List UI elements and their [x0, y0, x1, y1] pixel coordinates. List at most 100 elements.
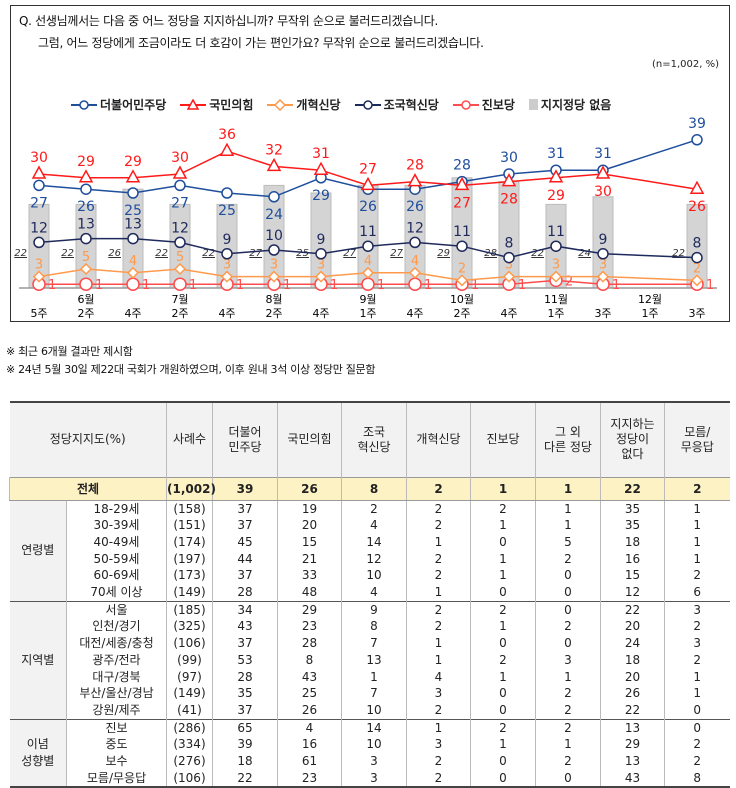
row-label: 전체 — [9, 476, 167, 501]
column-header: 더불어 민주당 — [212, 402, 278, 477]
data-point-circle — [80, 183, 92, 195]
cell: 25 — [277, 685, 342, 702]
data-point-triangle — [548, 169, 564, 183]
cell: 5 — [535, 533, 601, 551]
cell: 43 — [277, 668, 342, 686]
cell: 2 — [406, 769, 471, 788]
question-line-2: 그럼, 어느 정당에게 조금이라도 더 호감이 가는 편인가요? 무작위 순으로… — [38, 36, 484, 50]
cell: 43 — [212, 618, 278, 636]
data-point-diamond — [549, 270, 563, 283]
cell: 14 — [341, 718, 407, 737]
legend-triangle-icon — [180, 98, 207, 110]
cell: 4 — [341, 584, 407, 602]
cell: 35 — [600, 499, 665, 518]
note-2: ※ 24년 5월 30일 제22대 국회가 개원하였으며, 이후 원내 3석 이… — [6, 363, 376, 376]
cell: 2 — [406, 567, 471, 585]
x-tick-label-week: 3주 — [688, 307, 705, 320]
data-point-circle — [221, 248, 233, 260]
cell: 2 — [406, 753, 471, 770]
legend-marker — [461, 99, 471, 110]
legend-item-0: 더불어민주당 — [71, 96, 166, 113]
data-point-circle — [221, 187, 233, 199]
cell: 9 — [341, 600, 407, 619]
legend-marker — [274, 98, 287, 111]
cell: 2 — [535, 550, 601, 568]
cell: (99) — [166, 651, 213, 669]
data-label: 1 — [189, 278, 197, 293]
no-party-bar-label: 27 — [390, 248, 403, 259]
data-point-triangle — [31, 165, 47, 179]
cell: 2 — [664, 567, 730, 585]
data-label: 12 — [171, 220, 189, 236]
data-point-circle — [550, 240, 562, 252]
cell: 8 — [341, 476, 407, 501]
cell: (185) — [166, 600, 213, 619]
cell: 18 — [600, 533, 665, 551]
question-line-1: Q. 선생님께서는 다음 중 어느 정당을 지지하십니까? 무작위 순으로 불러… — [19, 14, 439, 28]
row-label: 진보 — [66, 718, 167, 737]
cell: 1 — [664, 533, 730, 551]
data-point-circle — [80, 232, 92, 245]
data-label: 4 — [129, 254, 137, 269]
cell: 44 — [212, 550, 278, 568]
data-label: 9 — [599, 232, 608, 248]
cell: 1 — [406, 718, 471, 737]
data-label: 3 — [505, 258, 513, 273]
data-point-diamond — [596, 270, 610, 283]
data-point-circle — [409, 236, 421, 249]
cell: 26 — [277, 476, 342, 501]
data-point-circle — [597, 248, 609, 260]
table-row: 60-69세 (173) 37 33 10 2 1 0 15 2 — [10, 567, 730, 585]
cell: 2 — [406, 618, 471, 636]
x-tick-label-week: 5주 — [30, 307, 47, 320]
cell: 33 — [277, 567, 342, 585]
cell: 1 — [535, 736, 601, 754]
cell: (1,002) — [166, 476, 216, 501]
data-label: 11 — [547, 224, 565, 240]
cell: (97) — [166, 668, 213, 686]
cell: 1 — [470, 517, 536, 534]
cell: 1 — [406, 584, 471, 602]
data-point-circle — [503, 251, 515, 264]
row-label: 대구/경북 — [66, 668, 167, 686]
data-point-triangle — [266, 157, 282, 172]
column-header: 지지하는 정당이 없다 — [600, 402, 665, 477]
cell: 14 — [341, 533, 407, 551]
column-header: 국민의힘 — [277, 402, 342, 477]
cell: 16 — [277, 736, 342, 754]
table-row: 강원/제주 (41) 37 26 10 2 0 2 22 0 — [10, 701, 730, 720]
cell: 1 — [535, 517, 601, 534]
x-tick-label-week: 2주 — [265, 307, 282, 320]
column-header: 조국 혁신당 — [341, 402, 407, 477]
cell: (106) — [166, 769, 213, 788]
cell: 3 — [406, 685, 471, 702]
table-row: 인천/경기 (325) 43 23 8 2 1 2 20 2 — [10, 618, 730, 636]
crosstab-table: 정당지지도(%) 사례수 더불어 민주당 국민의힘 조국 혁신당 개혁신당 진보당 그 외 다른 정… — [9, 401, 730, 788]
cell: 7 — [341, 635, 407, 652]
data-label: 31 — [312, 146, 330, 162]
table-row: 부산/울산/경남 (149) 35 25 7 3 0 2 26 1 — [10, 685, 730, 702]
data-point-circle — [361, 277, 375, 291]
row-label: 30-39세 — [66, 517, 167, 534]
cell: (41) — [166, 701, 213, 720]
data-point-triangle — [454, 176, 470, 191]
cell: 16 — [600, 550, 665, 568]
x-tick-label-week: 3주 — [594, 307, 611, 320]
x-tick-label-week: 1주 — [359, 307, 376, 320]
data-point-triangle — [689, 180, 705, 194]
data-label: 3 — [223, 258, 231, 273]
cell: 24 — [600, 635, 665, 652]
data-label: 1 — [283, 278, 291, 293]
cell: 15 — [600, 567, 665, 585]
cell: (149) — [166, 584, 213, 602]
data-point-circle — [127, 187, 139, 199]
data-label: 28 — [453, 158, 471, 174]
cell: 18 — [212, 753, 278, 770]
sample-unit-note: (n=1,002, %) — [651, 59, 719, 70]
data-label: 9 — [223, 232, 232, 248]
cell: 2 — [470, 499, 536, 518]
cell: 18 — [600, 651, 665, 669]
cell: 2 — [470, 651, 536, 669]
cell: 10 — [341, 736, 407, 754]
cell: 23 — [277, 769, 342, 788]
